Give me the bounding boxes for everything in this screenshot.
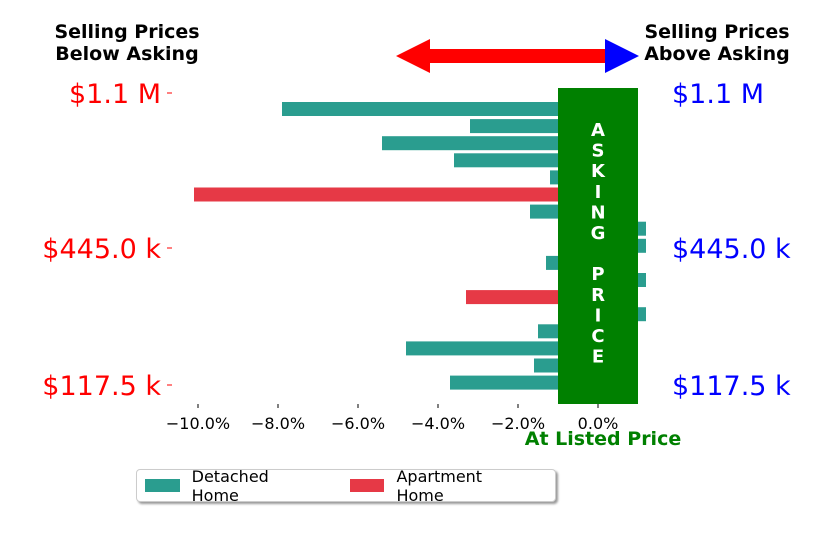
x-tick-label-0: −10.0%: [166, 414, 230, 433]
asking-letter-11: E: [592, 347, 604, 368]
x-tick-label-3: −4.0%: [411, 414, 465, 433]
asking-letter-8: R: [591, 285, 605, 306]
x-axis: −10.0% −8.0% −6.0% −4.0% −2.0% 0.0%: [166, 404, 618, 433]
asking-letter-7: P: [591, 264, 604, 285]
asking-price-band: [558, 88, 638, 404]
above-asking-label: Selling Prices Above Asking: [644, 21, 790, 65]
legend-item-apartment: Apartment Home: [349, 466, 533, 505]
y-tick-label-right-0: $1.1 M: [672, 79, 764, 110]
bar-0: [282, 102, 598, 116]
legend-label-detached: Detached Home: [191, 466, 269, 505]
y-tick-label-right-1: $445.0 k: [672, 234, 791, 265]
arrow-right-head: [605, 39, 639, 73]
chart-legend: Detached Home Apartment Home: [136, 466, 556, 505]
asking-letter-4: N: [590, 202, 605, 223]
asking-letter-10: C: [591, 326, 604, 347]
at-listed-price-label: At Listed Price: [525, 428, 681, 450]
below-asking-label: Selling Prices Below Asking: [54, 21, 200, 65]
x-tick-label-5: 0.0%: [578, 414, 619, 433]
price-direction-arrow: [396, 39, 639, 73]
y-axis-right: $1.1 M $445.0 k $117.5 k: [672, 79, 791, 402]
arrow-shaft: [428, 49, 608, 63]
y-tick-label-left-2: $117.5 k: [42, 371, 161, 402]
y-tick-label-left-1: $445.0 k: [42, 234, 161, 265]
bar-2: [382, 136, 598, 151]
legend-label-apartment: Apartment Home: [396, 466, 483, 505]
asking-letter-1: S: [592, 141, 605, 162]
asking-letter-5: G: [591, 223, 606, 244]
x-tick-label-1: −8.0%: [251, 414, 305, 433]
bar-5: [194, 187, 598, 202]
y-axis-left: $1.1 M $445.0 k $117.5 k: [42, 79, 172, 402]
asking-letter-3: I: [595, 182, 602, 203]
asking-letter-0: A: [591, 120, 605, 141]
legend-item-detached: Detached Home: [145, 467, 320, 505]
x-tick-label-2: −6.0%: [331, 414, 385, 433]
x-tick-label-4: −2.0%: [491, 414, 545, 433]
legend-swatch-apartment: [349, 479, 385, 492]
asking-letter-9: I: [595, 305, 602, 326]
asking-letter-2: K: [591, 161, 606, 182]
arrow-left-head: [396, 39, 430, 73]
y-tick-label-left-0: $1.1 M: [69, 79, 161, 110]
y-tick-label-right-2: $117.5 k: [672, 371, 791, 402]
legend-swatch-detached: [145, 479, 180, 492]
bar-14: [406, 341, 598, 356]
